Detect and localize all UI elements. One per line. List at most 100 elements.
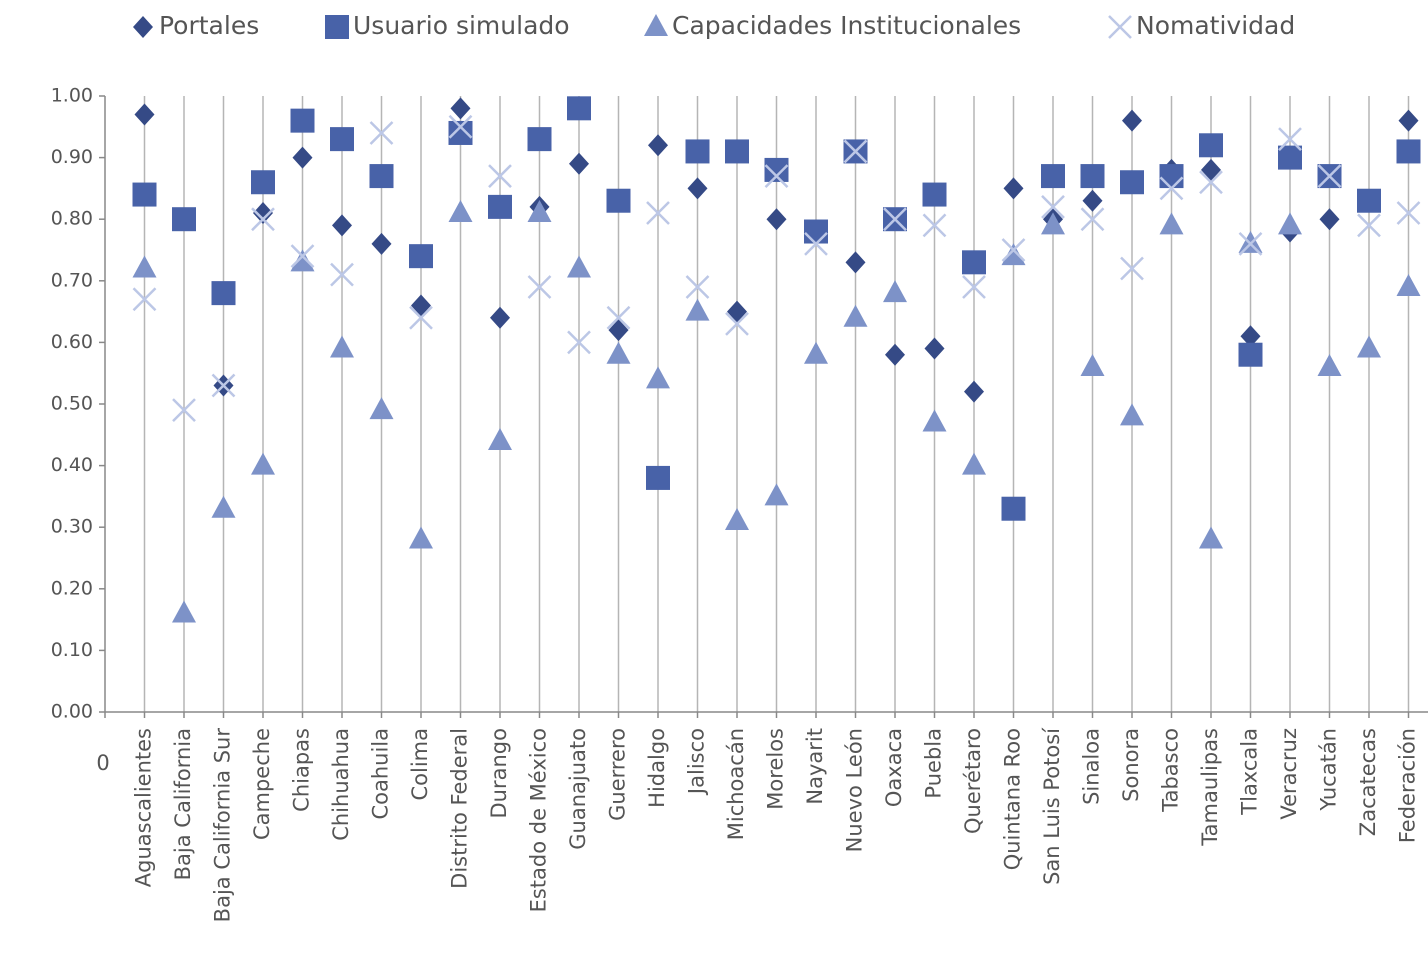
- marker: [172, 398, 196, 423]
- x-tick-label: Estado de México: [527, 728, 551, 912]
- marker: [1396, 139, 1421, 164]
- marker: [448, 200, 473, 223]
- marker: [1199, 526, 1223, 549]
- legend-item: Capacidades Institucionales: [644, 11, 1021, 40]
- x-tick-label: Nuevo León: [843, 728, 867, 852]
- marker: [764, 157, 789, 182]
- marker: [648, 134, 668, 157]
- marker: [1080, 354, 1105, 377]
- marker: [369, 121, 394, 145]
- legend-marker: [325, 15, 349, 39]
- marker: [569, 152, 589, 175]
- marker: [804, 231, 828, 256]
- x-tick-label: Distrito Federal: [448, 728, 472, 889]
- marker: [646, 201, 670, 225]
- marker: [1278, 127, 1302, 152]
- marker: [292, 146, 313, 169]
- marker: [962, 452, 986, 475]
- marker: [134, 103, 155, 126]
- marker: [883, 280, 907, 303]
- marker: [1396, 201, 1421, 225]
- marker: [606, 341, 631, 364]
- marker: [290, 249, 315, 272]
- x-tick-label: Tabasco: [1159, 728, 1183, 813]
- marker: [804, 341, 828, 364]
- marker: [685, 298, 710, 321]
- marker: [766, 208, 787, 231]
- y-tick-label: 0.00: [51, 701, 93, 723]
- marker: [1238, 342, 1263, 367]
- marker: [1317, 354, 1342, 377]
- x-tick-label: Yucatán: [1317, 728, 1341, 812]
- marker: [962, 275, 986, 299]
- marker: [488, 194, 512, 219]
- y-tick-label: 0.20: [51, 577, 93, 599]
- marker: [411, 294, 431, 317]
- marker: [1357, 188, 1381, 213]
- x-tick-label: Sonora: [1119, 728, 1143, 802]
- y-tick-label: 0.90: [51, 146, 93, 168]
- marker: [1398, 109, 1419, 132]
- marker: [1041, 212, 1065, 235]
- legend-marker: [644, 14, 668, 36]
- marker: [922, 182, 947, 207]
- x-tick-label: Michoacán: [724, 728, 748, 840]
- marker: [253, 202, 273, 225]
- marker: [251, 170, 275, 195]
- marker: [211, 281, 236, 306]
- marker: [527, 200, 552, 223]
- marker: [964, 380, 984, 403]
- marker: [924, 337, 945, 360]
- marker: [132, 255, 157, 278]
- marker: [1080, 207, 1105, 232]
- x-tick-label: Quintana Roo: [1001, 728, 1025, 870]
- marker: [1003, 177, 1024, 200]
- x-tick-label: Campeche: [250, 728, 274, 840]
- marker: [1041, 194, 1065, 219]
- marker: [1120, 170, 1144, 195]
- marker: [330, 127, 354, 152]
- marker: [448, 120, 473, 145]
- marker: [1041, 164, 1065, 189]
- y-tick-label: 0.60: [51, 331, 93, 353]
- y-tick-label: 0.40: [51, 454, 93, 476]
- marker: [567, 255, 591, 278]
- marker: [1396, 273, 1421, 296]
- marker: [409, 526, 433, 549]
- marker: [606, 305, 631, 330]
- marker: [1357, 335, 1381, 358]
- marker: [764, 483, 789, 506]
- legend-label: Portales: [159, 11, 259, 40]
- marker: [332, 214, 352, 237]
- marker: [369, 397, 394, 420]
- marker: [1122, 109, 1142, 132]
- x-tick-label: Morelos: [764, 728, 788, 810]
- x-tick-label: San Luis Potosí: [1040, 727, 1064, 885]
- marker: [1001, 238, 1026, 262]
- marker: [885, 343, 905, 366]
- marker: [409, 305, 433, 330]
- y-tick-label: 0.30: [51, 516, 93, 538]
- x-tick-label: Tlaxcala: [1238, 728, 1262, 816]
- y-tick-label: 0.80: [51, 208, 93, 230]
- x-tick-label: Hidalgo: [645, 728, 669, 808]
- marker: [488, 427, 512, 450]
- marker: [725, 312, 749, 336]
- marker: [608, 319, 629, 342]
- marker: [922, 213, 947, 238]
- marker: [843, 304, 868, 327]
- marker: [764, 164, 789, 188]
- marker: [725, 508, 749, 531]
- marker: [1159, 212, 1184, 235]
- marker: [490, 306, 510, 329]
- marker: [1319, 208, 1340, 231]
- marker: [290, 108, 315, 133]
- x-tick-label: Oaxaca: [882, 728, 906, 807]
- marker: [1278, 145, 1302, 170]
- marker: [804, 219, 828, 244]
- marker: [371, 232, 392, 255]
- marker: [488, 164, 512, 188]
- marker: [330, 335, 354, 358]
- x-tick-label: Baja California Sur: [211, 728, 235, 923]
- marker: [527, 127, 552, 152]
